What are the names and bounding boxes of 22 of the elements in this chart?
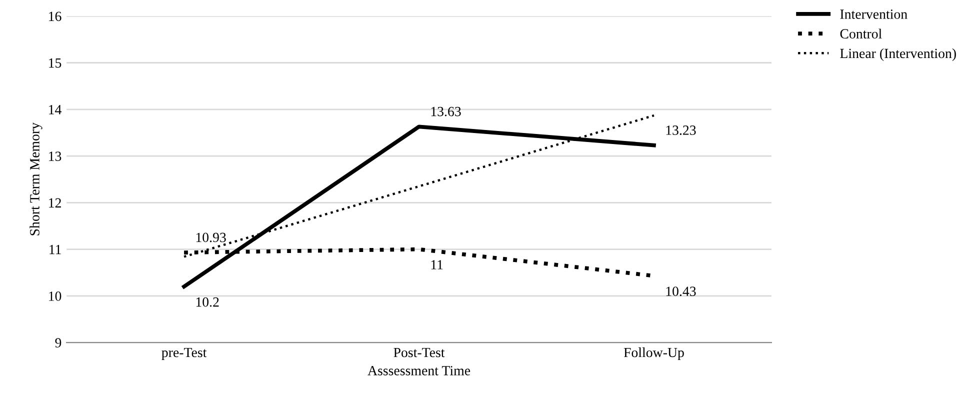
data-label: 10.2: [196, 297, 219, 307]
legend-label: Linear (Intervention): [840, 48, 956, 61]
data-label: 10.43: [666, 286, 696, 296]
y-tick-label: 14: [49, 105, 62, 114]
y-tick-label: 11: [50, 244, 61, 254]
legend-label: Intervention: [840, 10, 908, 19]
y-tick-label: 13: [49, 152, 62, 161]
data-label: 10.93: [196, 232, 226, 242]
x-axis-title: Asssessment Time: [368, 366, 470, 376]
y-tick-label: 10: [49, 292, 62, 301]
data-label: 11: [431, 260, 443, 270]
x-tick-label: pre-Test: [162, 348, 207, 360]
x-tick-label: Post-Test: [394, 348, 445, 358]
y-tick-label: 15: [49, 58, 62, 68]
y-tick-label: 16: [49, 12, 62, 22]
y-tick-label: 12: [49, 198, 61, 208]
legend-label: Control: [840, 28, 882, 39]
data-label: 13.23: [666, 126, 696, 135]
data-label: 13.63: [431, 106, 461, 116]
x-tick-label: Follow-Up: [624, 347, 684, 360]
y-axis-title: Short Term Memory: [30, 122, 42, 236]
y-tick-label: 9: [55, 338, 62, 348]
